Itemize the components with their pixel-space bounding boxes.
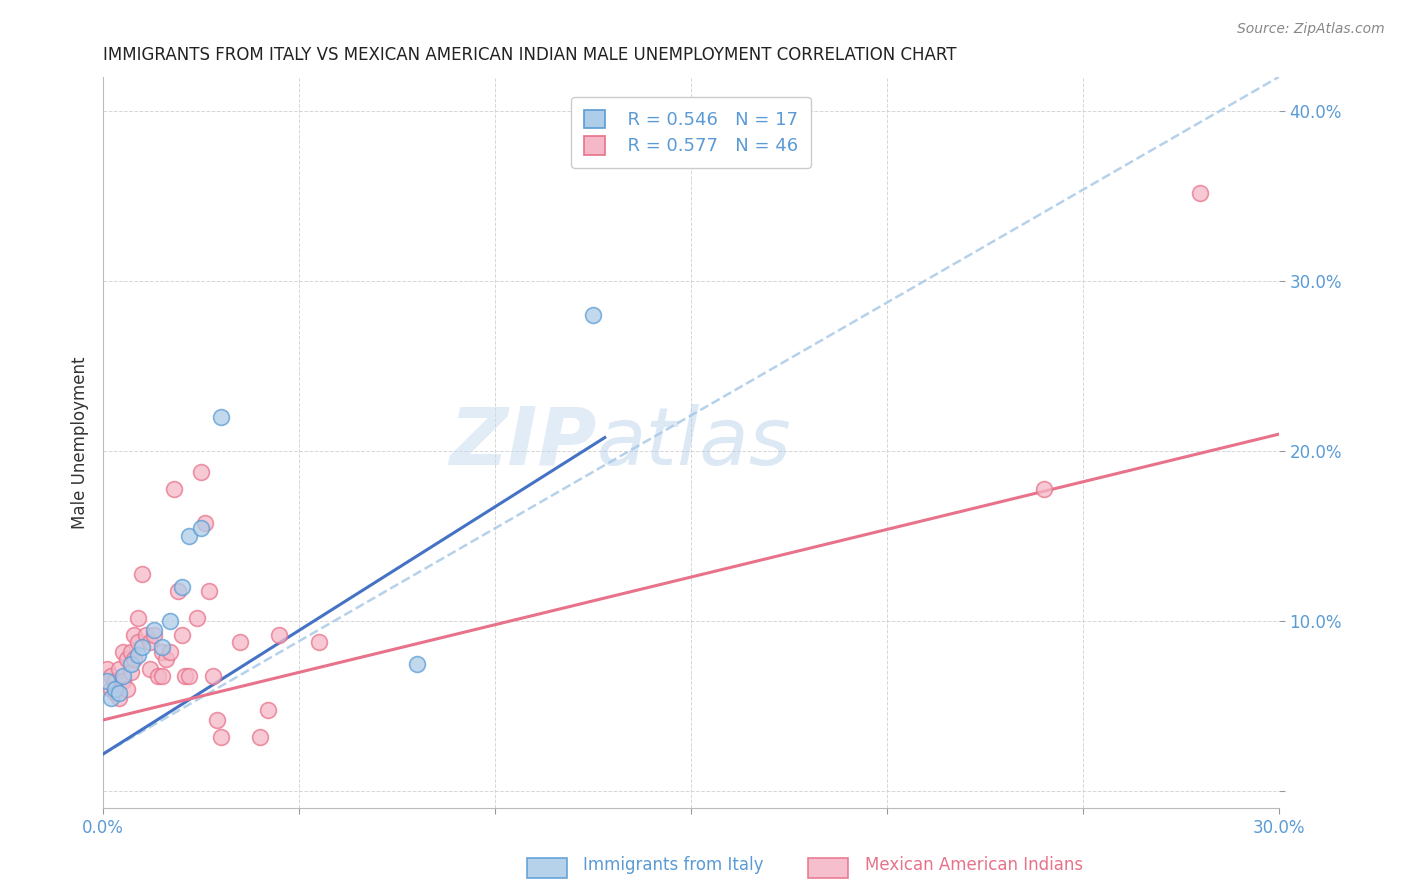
- Point: [150, 645, 173, 659]
- Point: [111, 673, 134, 688]
- Point: [104, 686, 127, 700]
- Point: [124, 628, 146, 642]
- Point: [96, 662, 118, 676]
- Point: [150, 640, 173, 654]
- Point: [127, 611, 149, 625]
- Point: [155, 651, 177, 665]
- Point: [1032, 482, 1054, 496]
- Point: [209, 730, 232, 744]
- Point: [143, 628, 166, 642]
- Point: [107, 686, 129, 700]
- Point: [96, 673, 118, 688]
- Point: [405, 657, 427, 671]
- Point: [170, 580, 193, 594]
- Point: [269, 628, 291, 642]
- Point: [229, 634, 252, 648]
- Point: [190, 465, 212, 479]
- Point: [139, 662, 162, 676]
- Point: [179, 529, 201, 543]
- Text: IMMIGRANTS FROM ITALY VS MEXICAN AMERICAN INDIAN MALE UNEMPLOYMENT CORRELATION C: IMMIGRANTS FROM ITALY VS MEXICAN AMERICA…: [103, 46, 956, 64]
- Point: [159, 645, 181, 659]
- Text: atlas: atlas: [598, 404, 792, 482]
- Point: [120, 645, 142, 659]
- Point: [174, 669, 197, 683]
- Point: [100, 682, 122, 697]
- Point: [127, 648, 149, 663]
- Point: [201, 669, 224, 683]
- Point: [100, 669, 122, 683]
- Legend:   R = 0.546   N = 17,   R = 0.577   N = 46: R = 0.546 N = 17, R = 0.577 N = 46: [571, 97, 811, 168]
- Point: [249, 730, 271, 744]
- Point: [115, 651, 138, 665]
- Point: [135, 628, 157, 642]
- Point: [163, 482, 186, 496]
- Text: Source: ZipAtlas.com: Source: ZipAtlas.com: [1237, 22, 1385, 37]
- Point: [111, 645, 134, 659]
- Point: [131, 566, 153, 581]
- Point: [256, 703, 278, 717]
- Point: [190, 521, 212, 535]
- Point: [115, 682, 138, 697]
- Text: ZIP: ZIP: [450, 404, 598, 482]
- Text: Immigrants from Italy: Immigrants from Italy: [583, 855, 763, 873]
- Point: [198, 583, 221, 598]
- Point: [120, 665, 142, 680]
- Point: [308, 634, 330, 648]
- Point: [146, 669, 169, 683]
- Point: [104, 682, 127, 697]
- Point: [100, 690, 122, 705]
- Point: [186, 611, 208, 625]
- Point: [150, 669, 173, 683]
- Point: [194, 516, 217, 530]
- Point: [1189, 186, 1212, 200]
- Point: [120, 657, 142, 671]
- Point: [209, 410, 232, 425]
- Point: [159, 615, 181, 629]
- Point: [170, 628, 193, 642]
- Text: Mexican American Indians: Mexican American Indians: [865, 855, 1083, 873]
- Point: [107, 662, 129, 676]
- Point: [127, 634, 149, 648]
- Y-axis label: Male Unemployment: Male Unemployment: [72, 357, 89, 529]
- Point: [166, 583, 188, 598]
- Point: [111, 669, 134, 683]
- Point: [205, 713, 228, 727]
- Point: [582, 308, 605, 322]
- Point: [139, 634, 162, 648]
- Point: [104, 673, 127, 688]
- Point: [124, 651, 146, 665]
- Point: [107, 690, 129, 705]
- Point: [179, 669, 201, 683]
- Point: [131, 640, 153, 654]
- Point: [143, 623, 166, 637]
